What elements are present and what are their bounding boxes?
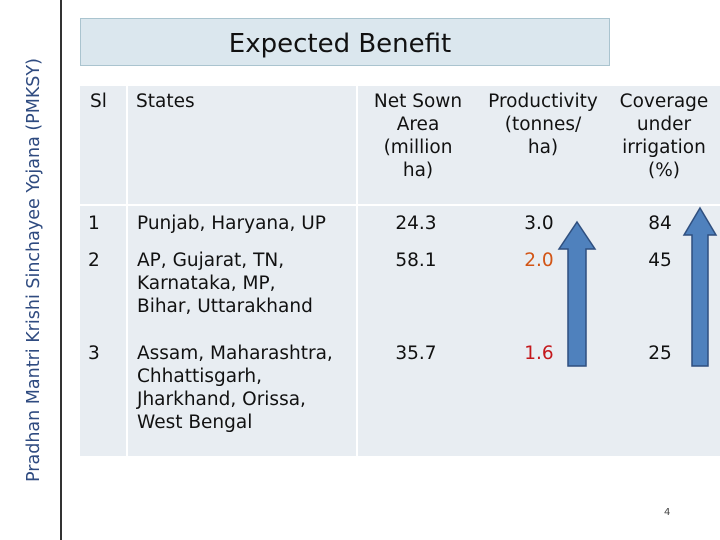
header-net-sown: Net Sown Area (million ha) [373, 91, 463, 181]
row-2-net-sown: 58.1 [395, 250, 437, 271]
row-3-sl: 3 [88, 343, 100, 364]
side-title: Pradhan Mantri Krishi Sinchayee Yojana (… [24, 58, 44, 482]
body-cell-metrics [358, 206, 720, 456]
row-1-coverage: 84 [648, 213, 672, 234]
header-coverage: Coverage under irrigation (%) [619, 91, 709, 181]
slide-title: Expected Benefit [228, 29, 452, 59]
row-2-states: AP, Gujarat, TN, Karnataka, MP, Bihar, U… [137, 250, 313, 317]
row-1-states: Punjab, Haryana, UP [137, 213, 326, 234]
benefit-table: Sl States Net Sown Area (million ha) Pro… [80, 86, 720, 456]
row-3-coverage: 25 [648, 343, 672, 364]
header-sl: Sl [90, 91, 107, 112]
row-1-productivity: 3.0 [524, 213, 554, 234]
row-2-sl: 2 [88, 250, 100, 271]
header-productivity: Productivity (tonnes/ ha) [488, 91, 598, 158]
title-box: Expected Benefit [80, 18, 610, 66]
body-cell-sl [80, 206, 126, 456]
side-bar: Pradhan Mantri Krishi Sinchayee Yojana (… [0, 0, 62, 540]
row-1-net-sown: 24.3 [395, 213, 437, 234]
row-2-productivity: 2.0 [524, 250, 554, 271]
row-3-productivity: 1.6 [524, 343, 554, 364]
header-cell-states [128, 86, 356, 204]
row-1-sl: 1 [88, 213, 100, 234]
row-3-states: Assam, Maharashtra, Chhattisgarh, Jharkh… [137, 343, 333, 433]
row-2-coverage: 45 [648, 250, 672, 271]
row-3-net-sown: 35.7 [395, 343, 437, 364]
header-cell-sl [80, 86, 126, 204]
body-cell-states [128, 206, 356, 456]
page-number: 4 [664, 507, 671, 518]
header-cell-metrics [358, 86, 720, 204]
header-states: States [136, 91, 195, 112]
